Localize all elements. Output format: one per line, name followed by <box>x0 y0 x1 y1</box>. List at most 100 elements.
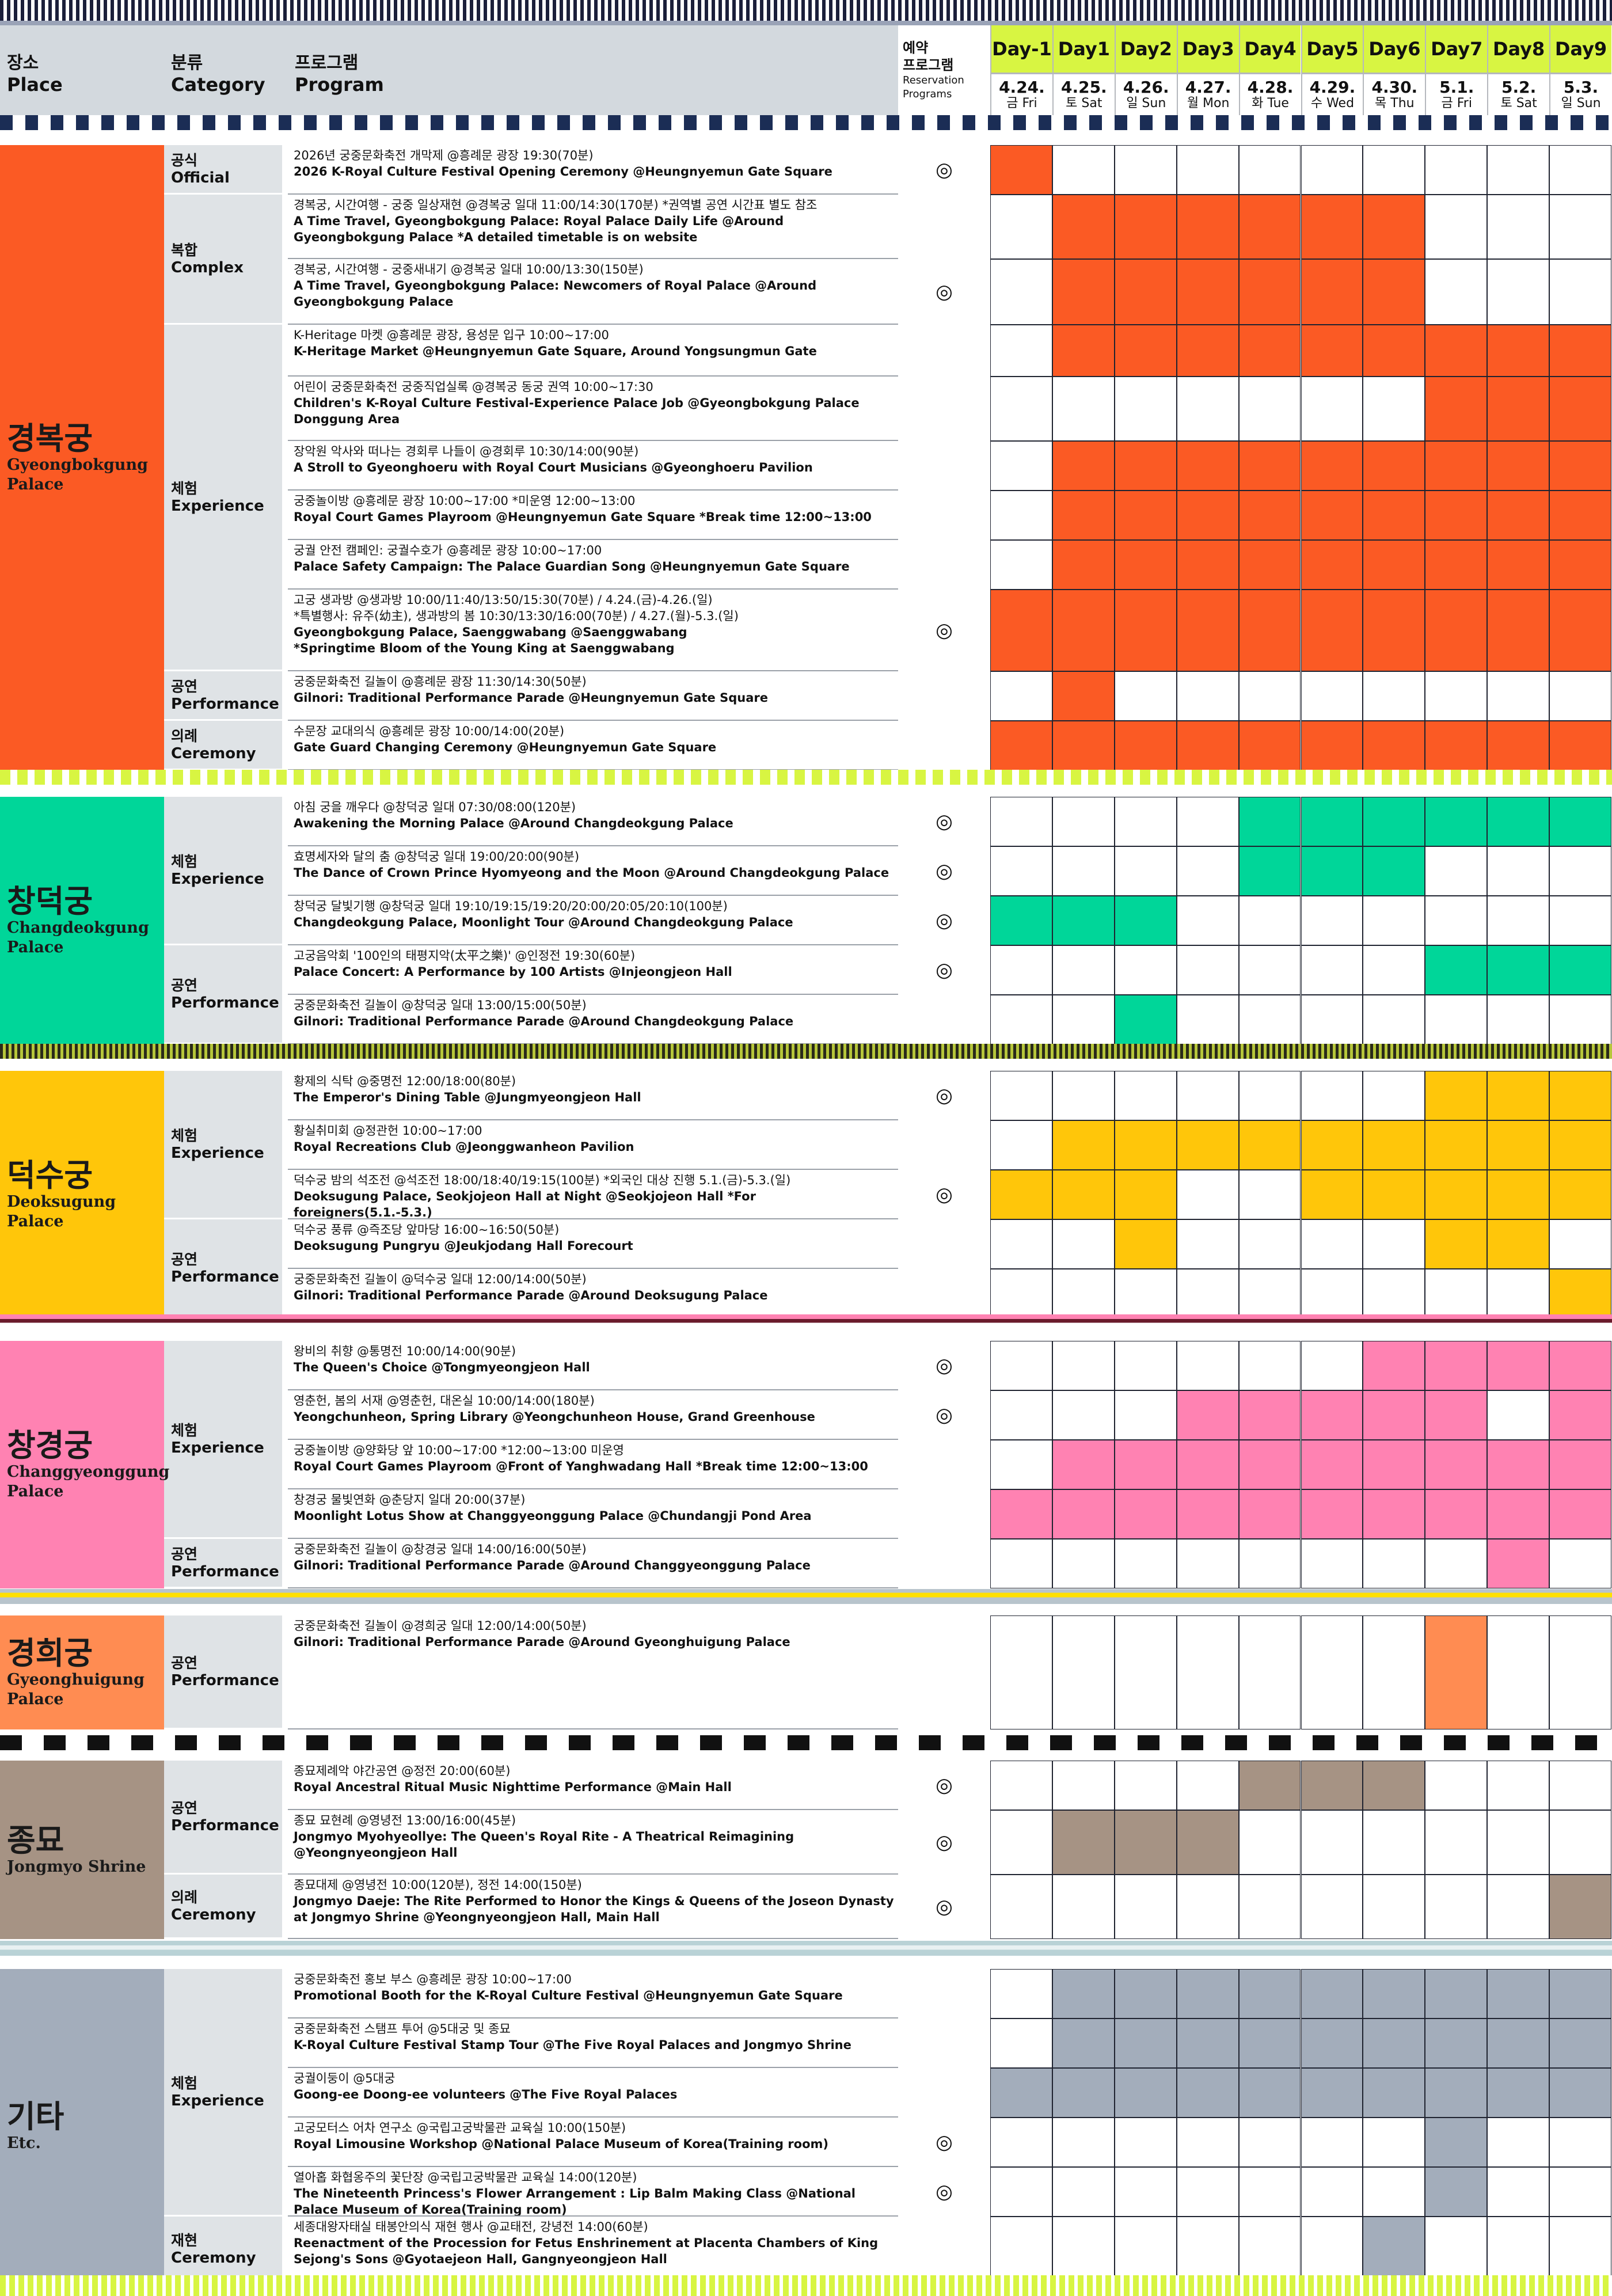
schedule-cell-active <box>1487 540 1550 590</box>
schedule-cell-active <box>1549 1489 1611 1539</box>
schedule-cell <box>1114 1539 1177 1588</box>
header-category-ko: 분류 <box>171 53 203 73</box>
schedule-cell-active <box>1176 540 1239 590</box>
day-date: 4.27. <box>1185 78 1231 97</box>
place-name-ko: 경복궁 <box>7 420 93 457</box>
schedule-cell <box>1425 896 1488 945</box>
day-header: Day5 4.29. 수 Wed <box>1301 25 1363 121</box>
schedule-cell-active <box>1549 1269 1611 1318</box>
reservation-indicator: ◎ <box>898 896 990 945</box>
schedule-cell-active <box>1425 1969 1488 2018</box>
globe-icon: ◎ <box>936 959 953 982</box>
schedule-cell <box>1301 1071 1363 1120</box>
program-title-ko: 경복궁, 시간여행 - 궁중 일상재현 @경복궁 일대 11:00/14:30(… <box>294 198 818 212</box>
schedule-cell <box>1549 1761 1611 1810</box>
schedule-cell-active <box>1114 2068 1177 2118</box>
schedule-cell <box>1052 995 1115 1044</box>
category-cell: 의례 Ceremony <box>164 721 282 770</box>
schedule-cell <box>1363 1071 1425 1120</box>
program-title-ko: 창덕궁 달빛기행 @창덕궁 일대 19:10/19:15/19:20/20:00… <box>294 899 728 913</box>
program-title-en: Gilnori: Traditional Performance Parade … <box>294 1635 790 1649</box>
schedule-cell <box>1114 2217 1177 2283</box>
schedule-cell-active <box>1425 1170 1488 1219</box>
schedule-cell-active <box>1549 721 1611 770</box>
category-cell: 공연 Performance <box>164 1761 282 1875</box>
schedule-cell-active <box>1176 491 1239 540</box>
header-program-en: Program <box>295 74 384 96</box>
schedule-cell-active <box>1363 1969 1425 2018</box>
category-en: Experience <box>171 1439 264 1457</box>
schedule-cell-active <box>1363 1390 1425 1440</box>
schedule-cell-active <box>1301 195 1363 259</box>
schedule-cell <box>1301 1269 1363 1318</box>
schedule-cell-active <box>1176 1810 1239 1875</box>
category-cell: 재현 Ceremony <box>164 2217 282 2283</box>
program-title-ko: 수문장 교대의식 @흥례문 광장 10:00/14:00(20분) <box>294 724 565 738</box>
category-ko: 공식 <box>171 151 198 169</box>
schedule-cell <box>1301 1615 1363 1729</box>
day-header: Day8 5.2. 토 Sat <box>1487 25 1550 121</box>
program-title-en: Royal Limousine Workshop @National Palac… <box>294 2137 828 2151</box>
schedule-cell <box>1114 797 1177 846</box>
schedule-cell-active <box>1363 846 1425 896</box>
schedule-cell-active <box>1425 377 1488 441</box>
globe-icon: ◎ <box>936 1084 953 1107</box>
schedule-cell-active <box>1425 491 1488 540</box>
place-name-en: Changdeokgung Palace <box>7 919 149 956</box>
header-place: 장소 Place <box>0 25 164 121</box>
schedule-cell <box>1176 896 1239 945</box>
program-row: 창경궁 물빛연화 @춘당지 일대 20:00(37분) Moonlight Lot… <box>288 1489 898 1539</box>
category-ko: 공연 <box>171 1250 198 1268</box>
schedule-cell-active <box>1549 945 1611 995</box>
day-weekday: 토 Sat <box>1066 96 1102 111</box>
schedule-cell <box>990 945 1052 995</box>
globe-icon: ◎ <box>936 1354 953 1377</box>
schedule-cell <box>1301 2217 1363 2283</box>
schedule-cell <box>1487 846 1550 896</box>
schedule-cell-active <box>1301 721 1363 770</box>
schedule-cell-active <box>1301 797 1363 846</box>
schedule-cell <box>990 491 1052 540</box>
schedule-cell <box>1052 1615 1115 1729</box>
schedule-cell <box>990 846 1052 896</box>
schedule-cell <box>1363 1615 1425 1729</box>
schedule-cell-active <box>1549 441 1611 491</box>
schedule-cell-active <box>1363 2217 1425 2283</box>
place-name-en: Deoksugung Palace <box>7 1193 116 1230</box>
schedule-cell-active <box>1238 1120 1301 1170</box>
schedule-cell-active <box>1487 1440 1550 1489</box>
schedule-cell <box>1363 145 1425 195</box>
schedule-cell <box>1238 945 1301 995</box>
category-en: Official <box>171 169 230 187</box>
schedule-cell-active <box>1052 325 1115 377</box>
schedule-cell-active <box>1549 325 1611 377</box>
schedule-cell-active <box>1301 590 1363 671</box>
schedule-cell-active <box>1301 325 1363 377</box>
program-title-en: Gilnori: Traditional Performance Parade … <box>294 1558 811 1572</box>
schedule-cell <box>1176 377 1239 441</box>
schedule-cell <box>1176 846 1239 896</box>
place-name-en: Gyeonghuigung Palace <box>7 1671 145 1708</box>
place-cell: 덕수궁 Deoksugung Palace <box>0 1071 164 1318</box>
schedule-cell-active <box>1114 896 1177 945</box>
schedule-cell <box>990 377 1052 441</box>
schedule-cell <box>1487 1390 1550 1440</box>
schedule-cell-active <box>1363 1341 1425 1390</box>
day-weekday: 금 Fri <box>1441 96 1472 111</box>
globe-icon: ◎ <box>936 1895 953 1918</box>
section-divider-band <box>0 770 1612 785</box>
schedule-cell-active <box>1301 259 1363 325</box>
globe-icon: ◎ <box>936 1774 953 1797</box>
schedule-cell <box>990 1761 1052 1810</box>
program-row: 궁궐 안전 캠페인: 궁궐수호가 @흥례문 광장 10:00~17:00 Pala… <box>288 540 898 590</box>
schedule-cell-active <box>1425 2068 1488 2118</box>
program-title-en: Royal Recreations Club @Jeonggwanheon Pa… <box>294 1140 634 1154</box>
schedule-cell <box>1487 1875 1550 1939</box>
schedule-cell-active <box>990 145 1052 195</box>
schedule-cell <box>1363 2167 1425 2217</box>
program-row: 고궁음악회 '100인의 태평지악(太平之樂)' @인정전 19:30(60분)… <box>288 945 898 995</box>
schedule-cell <box>1487 671 1550 721</box>
schedule-cell-active <box>1114 491 1177 540</box>
program-title-en: Jongmyo Myohyeollye: The Queen's Royal R… <box>294 1830 794 1860</box>
place-name-ko: 창경궁 <box>7 1427 93 1463</box>
